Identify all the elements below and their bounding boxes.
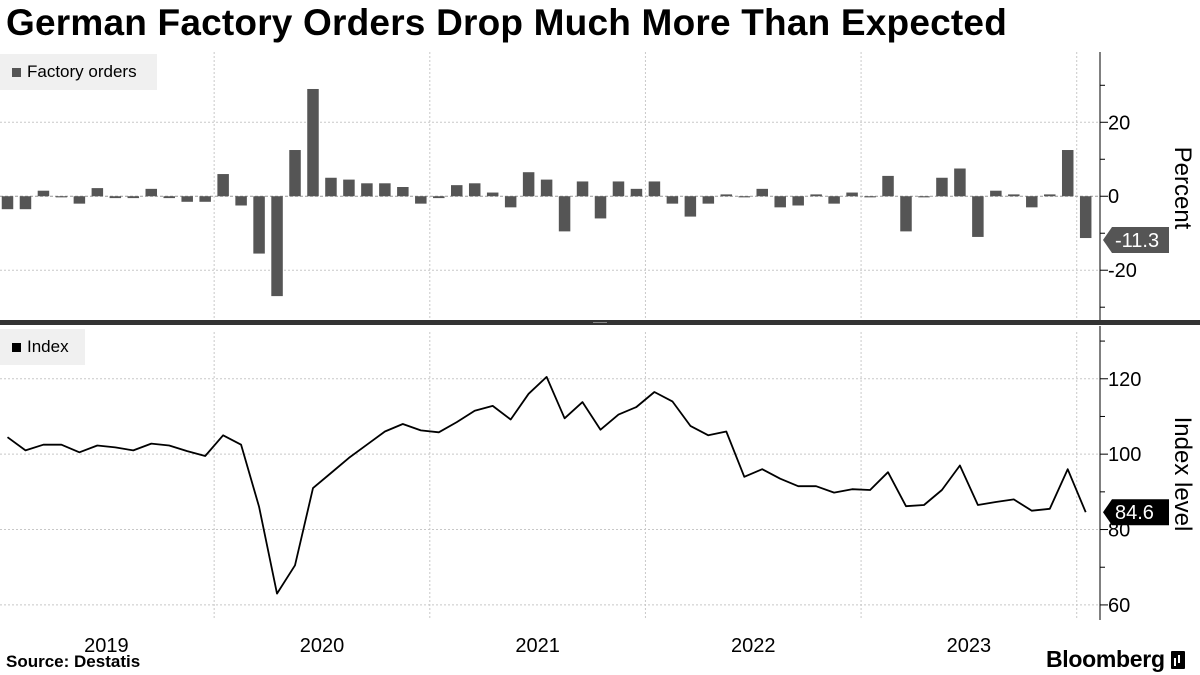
y-axis-title-percent: Percent bbox=[1169, 147, 1196, 230]
callout-box bbox=[1103, 227, 1169, 254]
bar bbox=[55, 196, 68, 198]
bar bbox=[954, 168, 966, 197]
bar bbox=[343, 179, 355, 197]
bar bbox=[558, 196, 571, 232]
bar bbox=[792, 196, 804, 206]
bar bbox=[486, 192, 499, 197]
bar-series-factory-orders bbox=[1, 88, 1092, 297]
bar bbox=[936, 177, 948, 197]
bar bbox=[145, 188, 158, 197]
legend-label-index: Index bbox=[27, 337, 69, 356]
x-tick-label: 2019 bbox=[84, 635, 129, 657]
bar bbox=[91, 188, 104, 197]
bar bbox=[235, 196, 247, 206]
bar bbox=[882, 175, 894, 197]
bar bbox=[630, 188, 643, 197]
x-tick-label: 2021 bbox=[515, 635, 560, 657]
bar bbox=[540, 179, 553, 197]
bar bbox=[918, 196, 930, 198]
y-tick-label: 0 bbox=[1108, 186, 1119, 208]
callout-value: 84.6 bbox=[1115, 502, 1154, 524]
last-value-callout-orders: -11.3 bbox=[1103, 227, 1169, 254]
bar bbox=[990, 190, 1002, 197]
y-tick-label: 60 bbox=[1108, 595, 1130, 617]
bar bbox=[666, 196, 679, 204]
bar bbox=[522, 172, 535, 197]
x-tick-label: 2022 bbox=[731, 635, 776, 657]
bar bbox=[163, 196, 175, 199]
bar bbox=[810, 194, 822, 197]
bar bbox=[1, 196, 14, 210]
legend-index: Index bbox=[0, 329, 85, 365]
bar bbox=[73, 196, 86, 204]
bar bbox=[468, 183, 481, 197]
bar bbox=[109, 196, 122, 199]
bar bbox=[972, 196, 984, 237]
x-tick-label: 2023 bbox=[947, 635, 992, 657]
brand-text: Bloomberg bbox=[1046, 646, 1165, 672]
bar bbox=[846, 192, 858, 197]
bar bbox=[181, 196, 193, 202]
legend-factory-orders: Factory orders bbox=[0, 54, 157, 90]
bar bbox=[127, 196, 140, 199]
y-tick-label: 20 bbox=[1108, 112, 1130, 134]
bar bbox=[397, 187, 409, 197]
bar bbox=[217, 174, 229, 197]
bar bbox=[253, 196, 265, 254]
bar bbox=[325, 177, 337, 197]
y-tick-label: -20 bbox=[1108, 260, 1137, 282]
bar bbox=[738, 196, 751, 198]
legend-swatch-icon bbox=[12, 342, 21, 352]
bar bbox=[1044, 194, 1056, 197]
line-series-index bbox=[6, 375, 1087, 595]
bar bbox=[648, 181, 661, 197]
bloomberg-logo: Bloomberg bbox=[1046, 646, 1185, 673]
y-tick-label: 100 bbox=[1108, 444, 1141, 466]
bar bbox=[594, 196, 607, 219]
bar bbox=[900, 196, 912, 232]
legend-swatch-icon bbox=[12, 67, 21, 77]
bar bbox=[289, 150, 301, 197]
bar bbox=[415, 196, 427, 204]
source-note: Source: Destatis bbox=[6, 652, 141, 671]
bar bbox=[720, 194, 733, 197]
y-tick-label: 120 bbox=[1108, 369, 1141, 391]
chart-title: German Factory Orders Drop Much More Tha… bbox=[6, 2, 1007, 43]
callout-box bbox=[1103, 499, 1169, 526]
bar bbox=[433, 196, 445, 199]
bar bbox=[756, 188, 768, 197]
bar bbox=[271, 196, 283, 297]
bar bbox=[504, 196, 517, 208]
x-tick-label: 2020 bbox=[300, 635, 345, 657]
index-line bbox=[6, 375, 1087, 595]
last-value-callout-index: 84.6 bbox=[1103, 499, 1169, 526]
bar bbox=[199, 196, 211, 202]
legend-label-factory-orders: Factory orders bbox=[27, 62, 137, 81]
bar bbox=[1079, 196, 1092, 239]
bar bbox=[828, 196, 840, 204]
bar bbox=[864, 196, 876, 198]
bar bbox=[612, 181, 625, 197]
bar bbox=[774, 196, 786, 208]
bar bbox=[1008, 194, 1020, 197]
bloomberg-bars-icon bbox=[1170, 650, 1185, 669]
gridlines bbox=[0, 52, 1100, 620]
bar bbox=[307, 88, 319, 197]
bar bbox=[684, 196, 697, 217]
bar bbox=[702, 196, 715, 204]
bar bbox=[576, 181, 589, 197]
bar bbox=[19, 196, 32, 210]
callout-value: -11.3 bbox=[1115, 230, 1159, 252]
axes bbox=[0, 52, 1200, 620]
bar bbox=[1061, 150, 1074, 197]
bar bbox=[379, 183, 391, 197]
bar bbox=[1026, 196, 1038, 208]
bar bbox=[451, 185, 463, 197]
bar bbox=[361, 183, 373, 197]
y-axis-title-index: Index level bbox=[1169, 417, 1196, 532]
bar bbox=[37, 190, 50, 197]
